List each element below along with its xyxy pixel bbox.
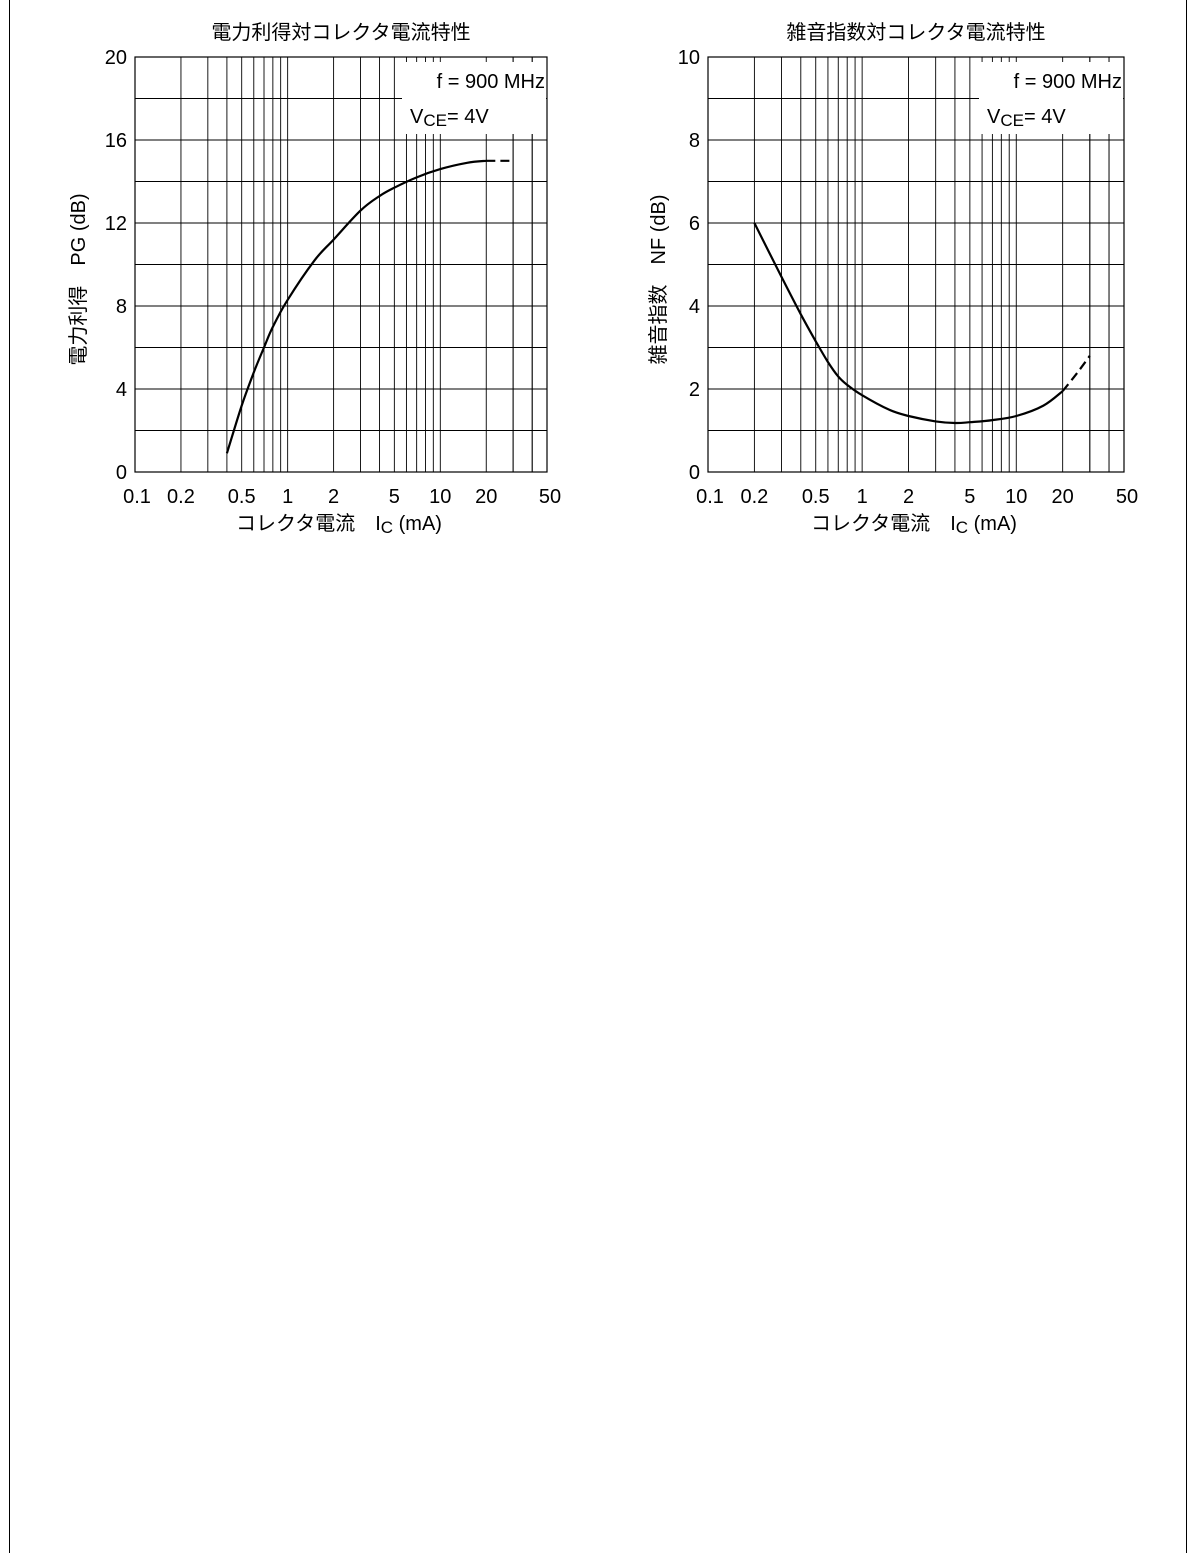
plot-frame (134, 56, 548, 473)
x-tick-label: 20 (1052, 486, 1074, 508)
series-line (225, 159, 487, 454)
y-tick-label: 8 (116, 296, 127, 318)
x-tick-label: 1 (282, 486, 293, 508)
x-tick-label: 5 (389, 486, 400, 508)
plot-frame (707, 56, 1125, 473)
x-tick-label: 50 (1116, 486, 1138, 508)
y-tick-label: 4 (689, 296, 700, 318)
y-tick-label: 4 (116, 379, 127, 401)
x-tick-label: 10 (1005, 486, 1027, 508)
y-tick-label: 2 (689, 379, 700, 401)
x-tick-label: 2 (328, 486, 339, 508)
x-tick-label: 1 (857, 486, 868, 508)
page-frame (9, 0, 1187, 1553)
x-tick-label: 0.2 (740, 486, 768, 508)
condition-vce: VCE= 4V (987, 106, 1066, 130)
x-tick-label: 2 (903, 486, 914, 508)
x-tick-label: 10 (429, 486, 451, 508)
chart-title: 雑音指数対コレクタ電流特性 (786, 21, 1045, 44)
x-tick-label: 0.2 (167, 486, 195, 508)
x-tick-label: 0.5 (228, 486, 256, 508)
y-tick-label: 16 (105, 130, 127, 152)
conditions-box (979, 62, 1123, 134)
conditions-box (402, 62, 546, 134)
x-tick-label: 0.1 (696, 486, 724, 508)
y-axis-title: 雑音指数 NF (dB) (647, 195, 670, 365)
x-axis-title: コレクタ電流 IC (mA) (236, 512, 442, 537)
y-tick-label: 20 (105, 47, 127, 69)
chart-title: 電力利得対コレクタ電流特性 (211, 21, 470, 44)
series-line-dashed (1061, 355, 1091, 392)
x-tick-label: 5 (964, 486, 975, 508)
y-tick-label: 0 (116, 462, 127, 484)
x-tick-label: 20 (475, 486, 497, 508)
y-tick-label: 6 (689, 213, 700, 235)
x-axis-title: コレクタ電流 IC (mA) (811, 512, 1017, 537)
y-tick-label: 10 (678, 47, 700, 69)
y-tick-label: 12 (105, 213, 127, 235)
condition-vce: VCE= 4V (410, 106, 489, 130)
chart-2: f = 900 MHz VCE= 4V 雑音指数対コレクタ電流特性 0 2 4 6 8 10 0.… (647, 21, 1138, 537)
x-tick-label: 50 (539, 486, 561, 508)
condition-frequency: f = 900 MHz (437, 71, 545, 93)
y-tick-label: 8 (689, 130, 700, 152)
x-tick-label: 0.5 (802, 486, 830, 508)
condition-frequency: f = 900 MHz (1014, 71, 1122, 93)
series-line (753, 222, 1064, 425)
y-axis-title: 電力利得 PG (dB) (67, 193, 90, 365)
y-tick-label: 0 (689, 462, 700, 484)
x-tick-label: 0.1 (123, 486, 151, 508)
